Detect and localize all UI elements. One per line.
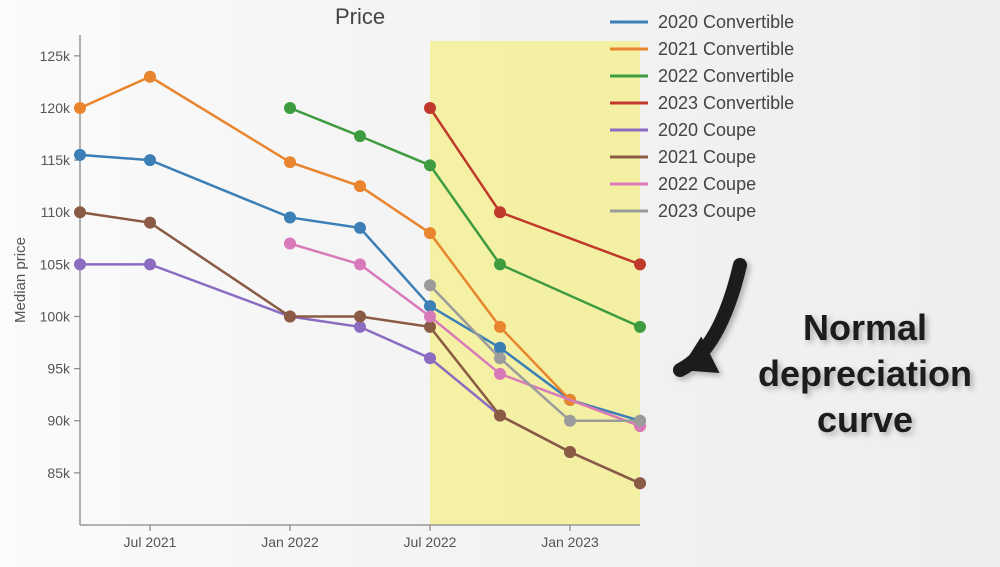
series-marker bbox=[424, 352, 436, 364]
highlight-band bbox=[430, 41, 640, 525]
series-marker bbox=[494, 342, 506, 354]
series-marker bbox=[424, 102, 436, 114]
legend-label: 2020 Coupe bbox=[658, 120, 756, 140]
legend-label: 2021 Convertible bbox=[658, 39, 794, 59]
y-tick-label: 120k bbox=[40, 100, 71, 116]
series-marker bbox=[74, 102, 86, 114]
series-marker bbox=[354, 222, 366, 234]
series-marker bbox=[74, 206, 86, 218]
series-marker bbox=[634, 321, 646, 333]
price-line-chart: 85k 90k 95k 100k 105k 110k 115k 120k 125k Jul 202… bbox=[0, 0, 1000, 567]
series-marker bbox=[144, 71, 156, 83]
series-marker bbox=[494, 206, 506, 218]
legend-label: 2022 Coupe bbox=[658, 174, 756, 194]
annotation-text-line: Normal bbox=[803, 307, 927, 348]
x-tick-label: Jan 2023 bbox=[541, 534, 599, 550]
series-marker bbox=[354, 321, 366, 333]
series-marker bbox=[354, 258, 366, 270]
series-marker bbox=[494, 410, 506, 422]
series-marker bbox=[564, 415, 576, 427]
series-marker bbox=[74, 258, 86, 270]
x-tick-label: Jan 2022 bbox=[261, 534, 319, 550]
series-marker bbox=[354, 180, 366, 192]
x-tick-label: Jul 2022 bbox=[404, 534, 457, 550]
series-marker bbox=[424, 321, 436, 333]
y-tick-label: 105k bbox=[40, 256, 71, 272]
series-marker bbox=[494, 258, 506, 270]
chart-title: Price bbox=[335, 4, 385, 29]
y-tick-label: 115k bbox=[41, 152, 71, 168]
series-marker bbox=[284, 310, 296, 322]
series-marker bbox=[354, 130, 366, 142]
series-marker bbox=[634, 415, 646, 427]
series-marker bbox=[144, 217, 156, 229]
series-marker bbox=[424, 159, 436, 171]
legend-label: 2020 Convertible bbox=[658, 12, 794, 32]
y-tick-label: 85k bbox=[47, 465, 71, 481]
legend-label: 2023 Coupe bbox=[658, 201, 756, 221]
legend-label: 2023 Convertible bbox=[658, 93, 794, 113]
series-marker bbox=[284, 156, 296, 168]
series-marker bbox=[284, 102, 296, 114]
series-marker bbox=[494, 368, 506, 380]
y-tick-label: 100k bbox=[40, 308, 71, 324]
series-marker bbox=[424, 300, 436, 312]
annotation-text-line: depreciation bbox=[758, 353, 972, 394]
series-marker bbox=[284, 238, 296, 250]
series-marker bbox=[354, 310, 366, 322]
series-marker bbox=[284, 211, 296, 223]
series-marker bbox=[424, 310, 436, 322]
legend-label: 2021 Coupe bbox=[658, 147, 756, 167]
series-marker bbox=[424, 227, 436, 239]
series-marker bbox=[494, 321, 506, 333]
series-marker bbox=[144, 258, 156, 270]
y-tick-label: 110k bbox=[41, 204, 71, 220]
y-axis-label: Median price bbox=[12, 237, 29, 323]
annotation: Normal depreciation curve bbox=[680, 265, 972, 440]
y-tick-label: 125k bbox=[40, 48, 71, 64]
legend-label: 2022 Convertible bbox=[658, 66, 794, 86]
annotation-text-line: curve bbox=[817, 399, 913, 440]
series-marker bbox=[634, 477, 646, 489]
series-marker bbox=[144, 154, 156, 166]
series-marker bbox=[494, 352, 506, 364]
series-marker bbox=[634, 258, 646, 270]
series-marker bbox=[424, 279, 436, 291]
series-marker bbox=[564, 446, 576, 458]
chart-container: { "chart": { "type": "line", "title": "P… bbox=[0, 0, 1000, 567]
y-tick-label: 95k bbox=[47, 361, 71, 377]
x-tick-label: Jul 2021 bbox=[124, 534, 177, 550]
series-marker bbox=[74, 149, 86, 161]
y-tick-label: 90k bbox=[47, 413, 71, 429]
